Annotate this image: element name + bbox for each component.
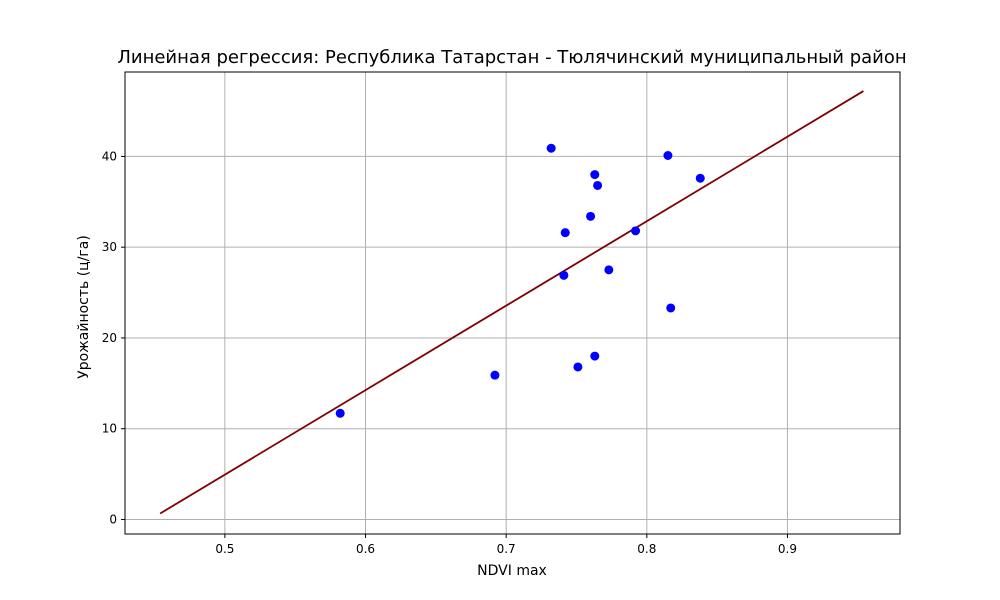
data-point xyxy=(559,270,569,280)
data-point xyxy=(546,143,556,153)
x-axis-ticks: 0.5 0.6 0.7 0.8 0.9 xyxy=(215,534,797,556)
grid-layer xyxy=(125,72,900,534)
x-tick-label: 0.6 xyxy=(356,542,375,556)
data-point xyxy=(604,265,614,275)
y-axis-ticks: 0 10 20 30 40 xyxy=(102,149,125,526)
data-point xyxy=(590,170,600,180)
y-tick-label: 0 xyxy=(109,512,117,526)
regression-line-layer xyxy=(159,90,864,515)
y-tick-label: 30 xyxy=(102,240,117,254)
points-layer xyxy=(335,143,705,418)
x-tick-label: 0.8 xyxy=(637,542,656,556)
data-point xyxy=(663,151,673,161)
x-tick-label: 0.5 xyxy=(215,542,234,556)
y-tick-label: 20 xyxy=(102,331,117,345)
data-point xyxy=(593,180,603,190)
y-tick-label: 40 xyxy=(102,149,117,163)
y-tick-label: 10 xyxy=(102,422,117,436)
chart-title: Линейная регрессия: Республика Татарстан… xyxy=(117,47,906,68)
data-point xyxy=(590,351,600,361)
data-point xyxy=(631,226,641,236)
data-point xyxy=(490,370,500,380)
data-point xyxy=(695,173,705,183)
data-point xyxy=(335,408,345,418)
data-point xyxy=(560,228,570,238)
y-axis-label: Урожайность (ц/га) xyxy=(76,235,92,379)
x-tick-label: 0.9 xyxy=(778,542,797,556)
data-point xyxy=(586,211,596,221)
plot-frame xyxy=(124,71,901,535)
data-point xyxy=(666,303,676,313)
data-point xyxy=(573,362,583,372)
regression-line xyxy=(159,90,864,515)
x-axis-label: NDVI max xyxy=(477,563,547,579)
x-tick-label: 0.7 xyxy=(497,542,516,556)
